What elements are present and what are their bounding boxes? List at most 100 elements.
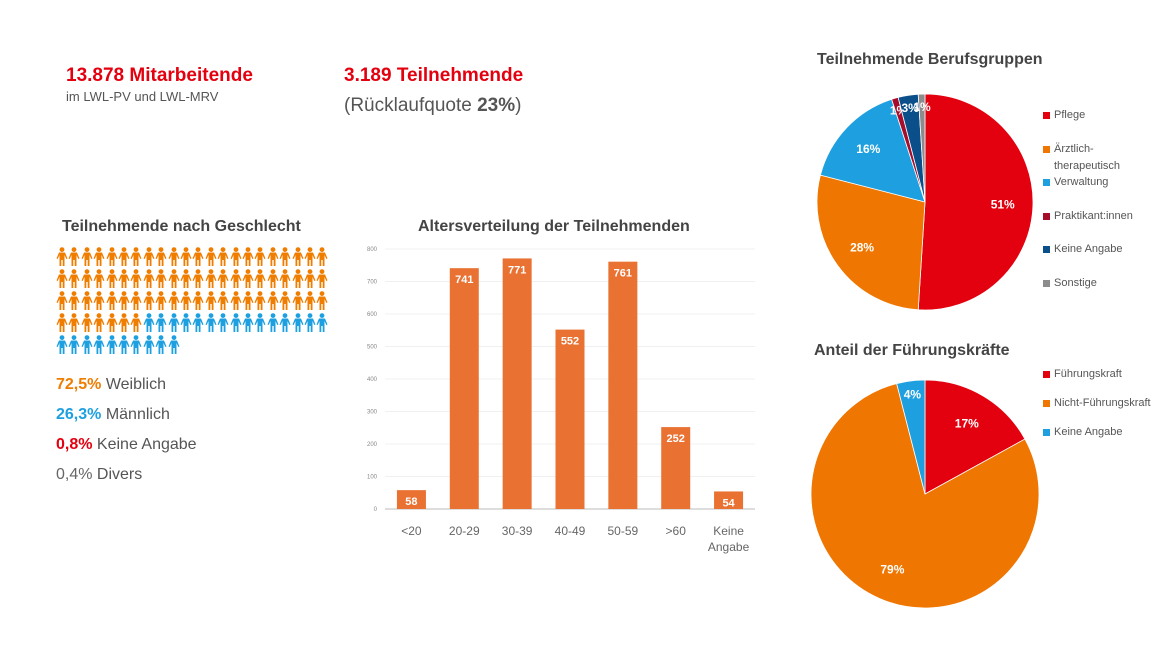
- person-icon-male: [130, 335, 142, 354]
- person-icon-male: [155, 313, 167, 332]
- person-icon-female: [242, 291, 254, 310]
- person-icon-female: [56, 247, 68, 266]
- person-icon-female: [106, 291, 118, 310]
- pie-slice-label: 3%: [901, 101, 919, 115]
- person-icon-female: [316, 269, 328, 288]
- legend-label: Ärztlich-therapeutisch: [1054, 141, 1120, 175]
- person-icon-female: [68, 247, 80, 266]
- legend-swatch: [1043, 246, 1050, 253]
- bar: [661, 427, 691, 509]
- person-icon-female: [130, 313, 142, 332]
- person-icon-female: [230, 269, 242, 288]
- return-rate-value: 23%: [477, 95, 516, 116]
- person-icon-female: [279, 291, 291, 310]
- person-icon-female: [279, 247, 291, 266]
- legend-item: Pflege: [1043, 107, 1085, 124]
- gender-stat-value: 72,5%: [56, 376, 102, 393]
- person-icon-female: [180, 269, 192, 288]
- bar: [555, 329, 585, 509]
- employees-subtitle: im LWL-PV und LWL-MRV: [66, 89, 219, 104]
- pie-slice-label: 16%: [856, 142, 880, 156]
- age-chart-title: Altersverteilung der Teilnehmenden: [418, 218, 690, 235]
- gender-stat-label: Keine Angabe: [92, 436, 197, 453]
- pie-slice: [924, 379, 1026, 495]
- bar-value-label: 741: [455, 274, 473, 286]
- bar-value-label: 761: [614, 268, 632, 280]
- legend-swatch: [1043, 371, 1050, 378]
- legend-label-line: therapeutisch: [1054, 159, 1121, 172]
- gender-stat-value: 26,3%: [56, 406, 102, 423]
- person-icon-male: [230, 313, 242, 332]
- legend-label: Nicht-Führungskraft: [1054, 397, 1151, 409]
- legend-item: Praktikant:innen: [1043, 208, 1133, 225]
- legend-label: Praktikant:innen: [1054, 209, 1133, 222]
- gender-stat-label: Männlich: [101, 406, 170, 423]
- person-icon-male: [93, 335, 105, 354]
- person-icon-male: [56, 335, 68, 354]
- bar-value-label: 552: [561, 336, 579, 348]
- y-tick-label: 600: [367, 312, 378, 318]
- legend-label: Pflege: [1054, 109, 1086, 121]
- person-icon-female: [93, 247, 105, 266]
- pie-slice-label: 1%: [913, 100, 931, 114]
- person-icon-female: [56, 291, 68, 310]
- person-icon-female: [93, 291, 105, 310]
- gender-stat-value: 0,4%: [56, 466, 93, 483]
- person-icon-female: [93, 313, 105, 332]
- person-icon-female: [68, 291, 80, 310]
- bar-value-label: 252: [667, 433, 685, 445]
- person-icon-female: [267, 269, 279, 288]
- y-tick-label: 300: [367, 410, 378, 416]
- legend-label: Keine Angabe: [1054, 426, 1123, 438]
- person-icon-female: [267, 291, 279, 310]
- person-icon-female: [292, 291, 304, 310]
- pie-slice-label: 79%: [880, 562, 904, 576]
- person-icon-female: [143, 247, 155, 266]
- y-tick-label: 800: [367, 247, 378, 253]
- person-icon-male: [168, 335, 180, 354]
- person-icon-female: [118, 313, 130, 332]
- person-icon-female: [168, 269, 180, 288]
- person-icon-female: [180, 247, 192, 266]
- person-icon-female: [242, 247, 254, 266]
- person-icon-male: [155, 335, 167, 354]
- person-icon-male: [217, 313, 229, 332]
- bar: [396, 490, 426, 509]
- gender-stat-label: Divers: [92, 466, 143, 483]
- person-icon-female: [118, 247, 130, 266]
- person-icon-female: [192, 269, 204, 288]
- gender-stat-label: Weiblich: [101, 376, 166, 393]
- person-icon-male: [81, 335, 93, 354]
- pie-slice: [816, 174, 926, 311]
- person-icon-female: [106, 313, 118, 332]
- x-tick-label: 50-59: [608, 524, 639, 538]
- person-icon-male: [242, 313, 254, 332]
- person-icon-male: [106, 335, 118, 354]
- y-tick-label: 700: [367, 280, 378, 286]
- person-icon-female: [192, 291, 204, 310]
- pie-slice-label: 28%: [850, 241, 874, 255]
- legend-item: Ärztlich-therapeutisch: [1043, 141, 1120, 175]
- person-icon-male: [205, 313, 217, 332]
- legend-label: Führungskraft: [1054, 368, 1122, 380]
- pie-slice: [819, 98, 926, 203]
- person-icon-male: [118, 335, 130, 354]
- bar-value-label: 54: [722, 497, 735, 509]
- pie-slice: [810, 383, 1040, 609]
- employees-count: 13.878 Mitarbeitende: [66, 65, 253, 86]
- person-icon-female: [230, 247, 242, 266]
- y-tick-label: 500: [367, 345, 378, 351]
- person-icon-female: [168, 247, 180, 266]
- bar-value-label: 58: [405, 496, 417, 508]
- gender-stat-value: 0,8%: [56, 436, 93, 453]
- return-rate: (Rücklaufquote 23%): [344, 95, 521, 117]
- person-icon-male: [316, 313, 328, 332]
- y-tick-label: 400: [367, 377, 378, 383]
- person-icon-female: [155, 247, 167, 266]
- person-icon-female: [180, 291, 192, 310]
- legend-item: Nicht-Führungskraft: [1043, 395, 1151, 412]
- person-icon-female: [292, 247, 304, 266]
- person-icon-male: [180, 313, 192, 332]
- person-icon-male: [292, 313, 304, 332]
